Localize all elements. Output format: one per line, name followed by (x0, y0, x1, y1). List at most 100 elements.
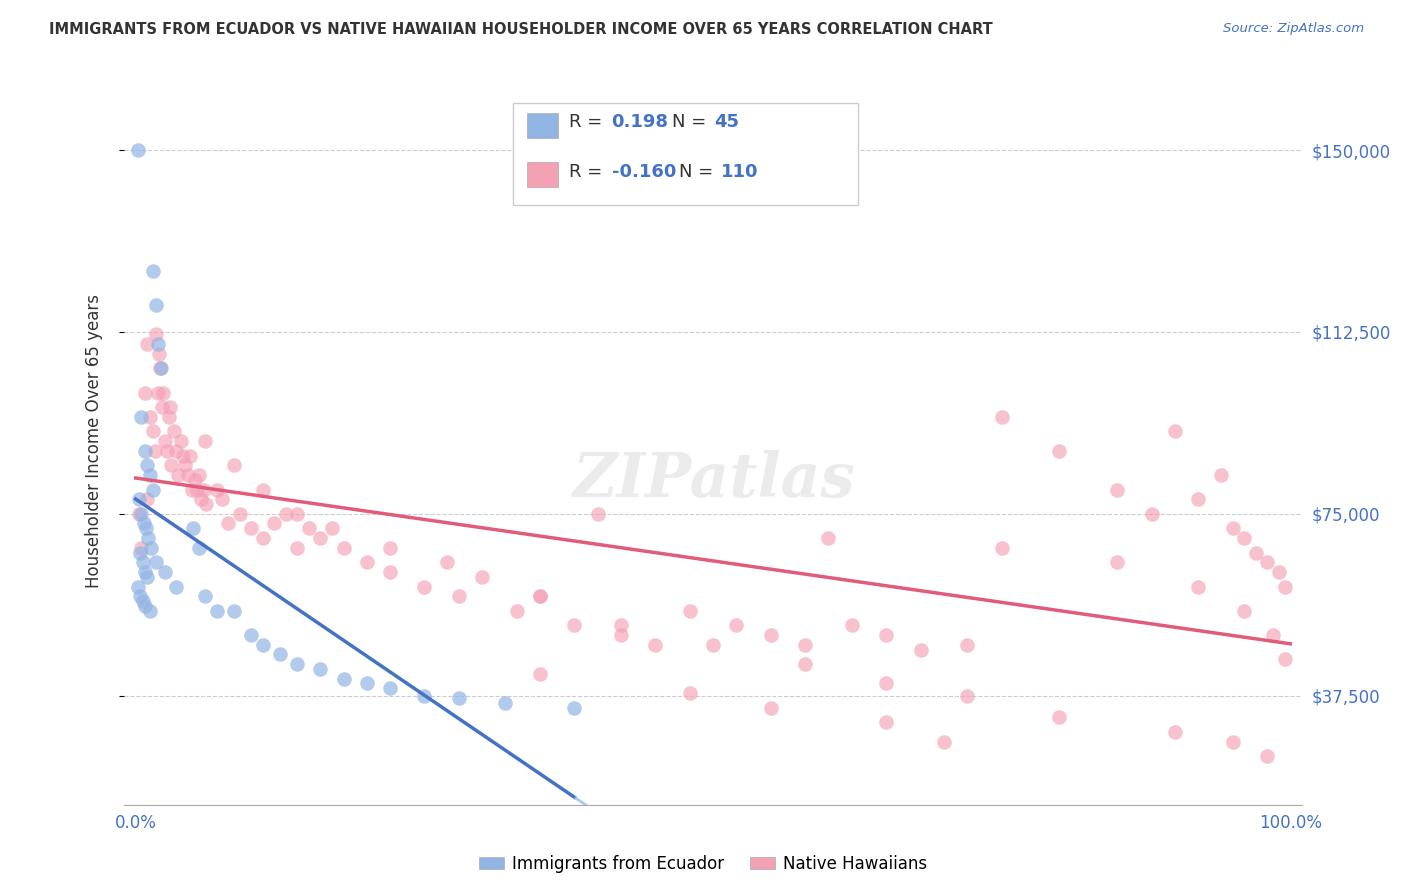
Point (138, 531, 160, 545)
Point (190, 492, 212, 507)
Point (609, 618, 631, 632)
Point (413, 580, 436, 594)
Point (1222, 521, 1244, 535)
Point (131, 507, 153, 521)
Point (1164, 425, 1187, 439)
Text: 0.198: 0.198 (612, 113, 669, 131)
Point (135, 521, 157, 535)
Point (586, 507, 609, 521)
Point (222, 604, 245, 618)
Point (131, 409, 153, 424)
Point (188, 541, 211, 555)
Point (494, 696, 516, 710)
Point (910, 642, 932, 657)
Point (145, 298, 167, 312)
Point (131, 555, 153, 569)
Point (1140, 507, 1163, 521)
Point (134, 599, 156, 613)
Point (1233, 604, 1256, 618)
Point (1222, 734, 1244, 748)
Point (179, 449, 201, 463)
Point (134, 385, 156, 400)
Point (529, 666, 551, 681)
Point (136, 337, 159, 351)
Point (506, 604, 529, 618)
Point (378, 681, 401, 696)
Point (447, 691, 470, 706)
Point (194, 589, 217, 603)
Point (152, 385, 174, 400)
Point (176, 468, 198, 483)
Point (183, 521, 205, 535)
Point (1268, 565, 1291, 579)
Point (956, 689, 979, 703)
Point (128, 507, 150, 521)
Point (142, 483, 165, 497)
Point (759, 700, 782, 714)
Text: Source: ZipAtlas.com: Source: ZipAtlas.com (1223, 22, 1364, 36)
Point (174, 458, 197, 473)
Point (321, 521, 343, 535)
Point (150, 400, 173, 414)
Point (165, 443, 187, 458)
Point (932, 734, 955, 748)
Point (156, 443, 179, 458)
Point (1209, 468, 1232, 483)
Point (309, 662, 332, 676)
Point (356, 555, 378, 569)
Point (148, 347, 170, 361)
Point (146, 337, 169, 351)
Point (378, 541, 401, 555)
Point (679, 604, 702, 618)
Point (529, 589, 551, 603)
Point (165, 580, 187, 594)
Text: R =: R = (569, 113, 609, 131)
Point (725, 618, 748, 632)
Point (193, 483, 215, 497)
Point (181, 483, 204, 497)
Point (129, 589, 152, 603)
Point (150, 361, 173, 376)
Point (153, 434, 176, 448)
Point (564, 618, 586, 632)
Point (157, 409, 180, 424)
Legend: Immigrants from Ecuador, Native Hawaiians: Immigrants from Ecuador, Native Hawaiian… (472, 848, 934, 880)
Point (956, 638, 979, 652)
Point (136, 458, 159, 473)
Point (1274, 652, 1296, 666)
Point (1107, 555, 1129, 569)
Point (131, 594, 153, 608)
Point (1256, 749, 1278, 764)
Text: 45: 45 (714, 113, 740, 131)
Point (285, 657, 308, 671)
Point (1244, 545, 1267, 559)
Point (274, 507, 297, 521)
Point (644, 638, 666, 652)
Point (332, 541, 354, 555)
Point (153, 565, 176, 579)
Point (1256, 555, 1278, 569)
Point (205, 483, 228, 497)
Point (1187, 492, 1209, 507)
Point (817, 531, 839, 545)
Point (1107, 483, 1129, 497)
Point (356, 676, 378, 690)
Point (194, 434, 217, 448)
Point (794, 657, 817, 671)
Point (186, 483, 208, 497)
Point (875, 715, 897, 730)
Point (875, 628, 897, 642)
Point (841, 618, 863, 632)
Text: 110: 110 (721, 163, 759, 181)
Point (129, 545, 152, 559)
Point (447, 589, 470, 603)
Point (529, 589, 551, 603)
Point (159, 400, 181, 414)
Text: N =: N = (672, 113, 711, 131)
Point (163, 425, 186, 439)
Point (167, 468, 190, 483)
Point (134, 565, 156, 579)
Point (471, 570, 494, 584)
Point (1261, 628, 1284, 642)
Point (252, 638, 274, 652)
